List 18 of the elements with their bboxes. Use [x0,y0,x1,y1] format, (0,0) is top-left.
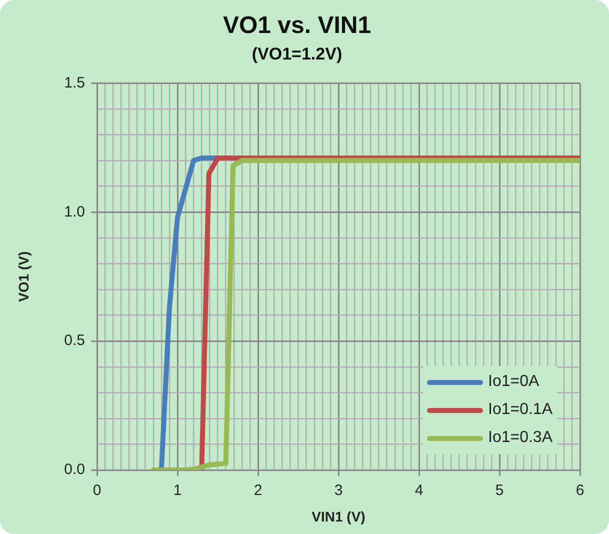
chart-title: VO1 vs. VIN1 [222,12,372,40]
y-tick-label: 1.0 [64,203,85,220]
y-tick-label: 0.0 [64,461,85,478]
x-tick-label: 0 [92,482,102,500]
x-tick-label: 5 [495,482,504,500]
legend-label: Io1=0.3A [488,429,552,447]
x-axis-title: VIN1 (V) [312,508,366,524]
y-tick-label: 1.5 [64,74,85,92]
x-tick-label: 6 [576,482,584,500]
legend-label: Io1=0.1A [488,401,552,419]
y-axis-title: VO1 (V) [15,251,32,302]
legend-label: Io1=0A [488,373,540,391]
x-tick-label: 2 [254,482,262,500]
x-tick-label: 1 [173,482,182,500]
y-tick-label: 0.5 [64,332,85,350]
x-tick-label: 4 [414,482,424,500]
x-tick-label: 3 [334,482,343,500]
chart-subtitle: (VO1=1.2V) [252,44,342,64]
